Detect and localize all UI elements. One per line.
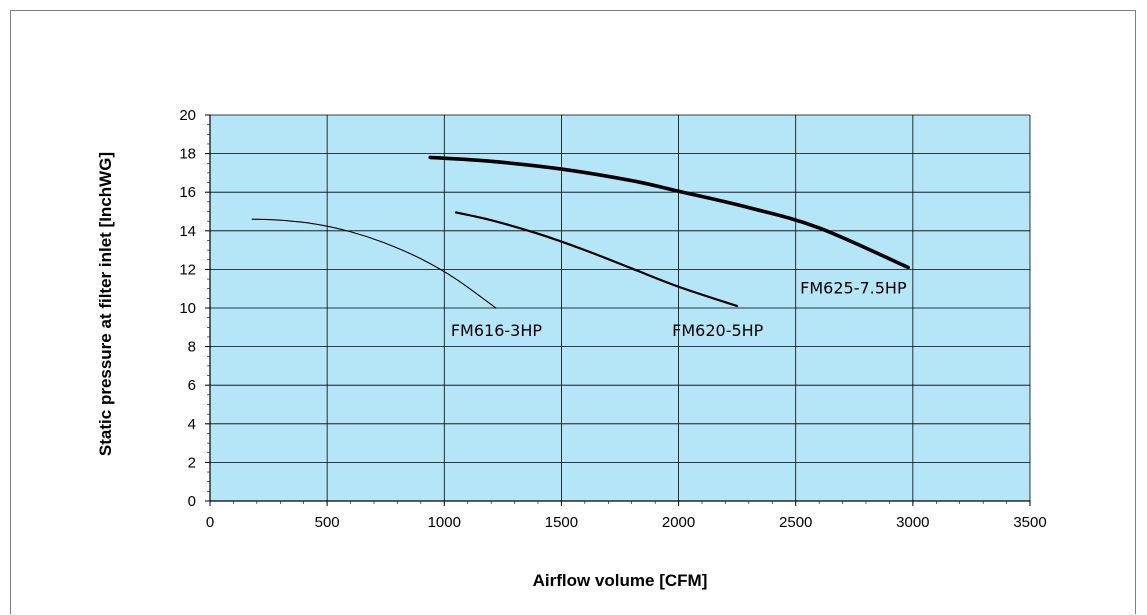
- x-tick-label: 3500: [1013, 514, 1046, 531]
- y-tick-label: 14: [179, 223, 196, 240]
- y-tick-label: 4: [188, 416, 196, 433]
- series-label: FM625-7.5HP: [800, 278, 907, 297]
- y-tick-label: 12: [179, 261, 196, 278]
- x-tick-label: 2500: [779, 514, 812, 531]
- series-line-fm620-5hp: [454, 211, 739, 308]
- x-axis-title: Airflow volume [CFM]: [533, 571, 708, 590]
- y-tick-label: 18: [179, 146, 196, 163]
- y-tick-label: 10: [179, 300, 196, 317]
- chart: 0 2 4 6 8 10 12 14 16 18 20 0 500 1000 1500 2000 2500 300…: [96, 107, 1047, 590]
- y-tick-label: 6: [188, 377, 196, 394]
- x-tick-label: 2000: [662, 514, 695, 531]
- x-tick-label: 1000: [428, 514, 461, 531]
- y-tick-label: 2: [188, 454, 196, 471]
- y-tick-label: 20: [179, 107, 196, 124]
- y-axis-title: Static pressure at filter inlet [InchWG]: [96, 152, 115, 456]
- chart-frame: 0 2 4 6 8 10 12 14 16 18 20 0 500 1000 1500 2000 2500 300…: [10, 10, 1136, 614]
- series-label: FM620-5HP: [672, 321, 764, 340]
- y-tick-label: 16: [179, 184, 196, 201]
- x-tick-label: 500: [315, 514, 340, 531]
- y-tick-label: 8: [188, 339, 196, 356]
- y-tick-label: 0: [188, 493, 196, 510]
- series-label: FM616-3HP: [451, 321, 543, 340]
- series-line-fm625-7.5hp: [428, 155, 910, 270]
- series-line-fm616-3hp: [251, 218, 497, 309]
- x-tick-label: 0: [206, 514, 214, 531]
- x-tick-label: 1500: [545, 514, 578, 531]
- x-tick-label: 3000: [896, 514, 929, 531]
